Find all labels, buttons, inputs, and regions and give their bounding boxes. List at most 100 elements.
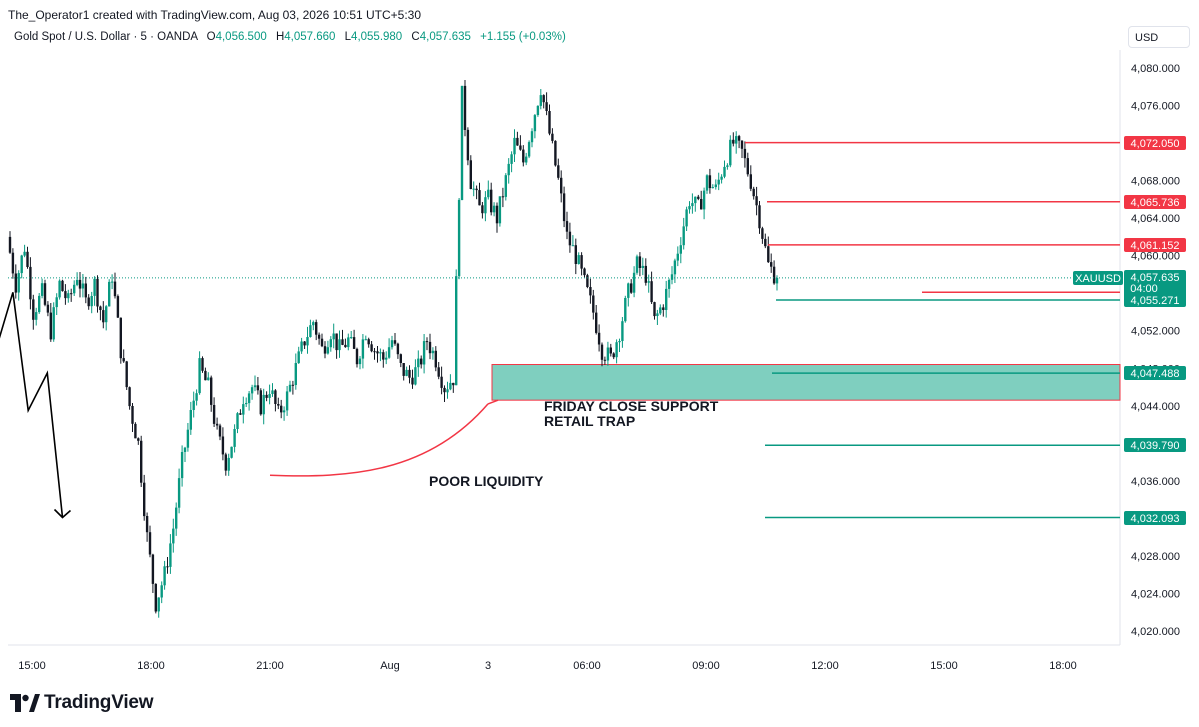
time-axis[interactable]: 15:00 18:00 21:00 Aug 3 06:00 09:00 12:00 15:00 1… xyxy=(18,660,1077,672)
candle-body xyxy=(364,339,367,341)
candle-body xyxy=(14,273,17,293)
candle-body xyxy=(542,95,545,103)
symbol-description: Gold Spot / U.S. Dollar · 5 · OANDA xyxy=(14,31,198,43)
x-tick-label: 15:00 xyxy=(18,660,46,672)
zone-label-line1: FRIDAY CLOSE SUPPORT xyxy=(544,398,719,414)
candle-body xyxy=(113,281,117,297)
chart-credit: The_Operator1 created with TradingView.c… xyxy=(8,8,422,22)
x-tick-label: 18:00 xyxy=(137,660,165,672)
candle-body xyxy=(11,252,15,274)
liquidity-label: POOR LIQUIDITY xyxy=(429,473,544,489)
candle-body xyxy=(501,196,505,198)
candle-body xyxy=(387,347,391,358)
candle-body xyxy=(294,363,297,385)
candle-body xyxy=(192,400,195,410)
candle-body xyxy=(195,393,198,401)
candle-body xyxy=(428,341,432,354)
candle-body xyxy=(463,85,467,130)
candle-body xyxy=(55,297,58,308)
y-tick-label: 4,064.000 xyxy=(1131,213,1180,225)
y-tick-label: 4,024.000 xyxy=(1131,589,1180,601)
candle-body xyxy=(358,358,362,365)
candle-body xyxy=(495,205,499,224)
candle-body xyxy=(735,136,738,144)
candle-body xyxy=(554,140,557,166)
candle-body xyxy=(705,175,709,191)
candle-body xyxy=(143,482,146,517)
candle-body xyxy=(618,341,621,343)
candle-body xyxy=(425,341,429,343)
candle-body xyxy=(545,102,548,111)
open-label: O xyxy=(206,31,216,43)
candle-body xyxy=(516,137,519,146)
x-tick-label: 12:00 xyxy=(811,660,839,672)
candle-body xyxy=(204,370,207,381)
price-tag-label: 4,055.271 xyxy=(1131,295,1180,307)
candle-body xyxy=(396,343,400,355)
candle-body xyxy=(714,184,717,188)
candle-body xyxy=(513,137,516,155)
candle-body xyxy=(201,358,204,371)
candle-body xyxy=(355,348,359,365)
candle-body xyxy=(84,283,87,298)
candle-body xyxy=(732,139,735,144)
x-tick-label: Aug xyxy=(380,660,400,672)
candle-body xyxy=(288,384,292,392)
candle-body xyxy=(315,322,318,335)
candle-body xyxy=(297,351,300,364)
candle-body xyxy=(708,175,712,189)
candle-body xyxy=(595,312,598,333)
candle-body xyxy=(685,209,688,227)
candle-body xyxy=(507,163,510,176)
candle-body xyxy=(17,273,20,293)
candle-body xyxy=(344,344,347,348)
candle-body xyxy=(603,359,607,361)
candle-body xyxy=(659,307,662,314)
price-levels xyxy=(8,141,1120,519)
candle-body xyxy=(562,193,566,222)
candle-body xyxy=(350,337,353,339)
candle-body xyxy=(52,307,55,340)
candle-body xyxy=(332,333,335,340)
candle-body xyxy=(702,190,706,210)
candle-body xyxy=(210,377,213,405)
y-tick-label: 4,080.000 xyxy=(1131,63,1180,75)
candle-body xyxy=(752,188,755,197)
candle-body xyxy=(119,317,122,359)
tradingview-brand: TradingView xyxy=(44,692,154,713)
candle-body xyxy=(492,205,496,213)
candle-body xyxy=(329,339,332,348)
candle-body xyxy=(770,262,773,267)
tradingview-logo[interactable]: TradingView xyxy=(10,691,154,715)
candle-body xyxy=(437,367,440,377)
candle-body xyxy=(207,377,210,381)
candle-body xyxy=(233,429,236,447)
candle-body xyxy=(723,166,726,177)
candle-body xyxy=(352,337,356,349)
candle-body xyxy=(589,287,592,296)
candle-body xyxy=(644,265,647,283)
candle-body xyxy=(376,351,379,354)
low-value: 4,055.980 xyxy=(351,31,403,43)
x-tick-label: 3 xyxy=(485,660,491,672)
price-tags: 4,072.0504,065.7364,061.1524,056.1084,05… xyxy=(1073,136,1186,525)
candle-body xyxy=(478,190,481,206)
candle-body xyxy=(87,297,90,307)
y-tick-label: 4,020.000 xyxy=(1131,626,1180,638)
candle-body xyxy=(746,158,749,175)
candle-body xyxy=(764,238,767,247)
close-label: C xyxy=(411,31,420,43)
candle-body xyxy=(737,136,741,141)
candle-body xyxy=(253,385,257,388)
projection-line xyxy=(0,292,64,518)
y-tick-label: 4,060.000 xyxy=(1131,251,1180,263)
candle-body xyxy=(20,255,23,274)
candle-body xyxy=(93,278,96,296)
candle-body xyxy=(676,253,679,261)
candles xyxy=(8,80,779,618)
candle-body xyxy=(189,410,192,430)
candle-body xyxy=(469,160,472,189)
candle-body xyxy=(653,302,656,317)
currency-button[interactable]: USD xyxy=(1128,26,1190,48)
